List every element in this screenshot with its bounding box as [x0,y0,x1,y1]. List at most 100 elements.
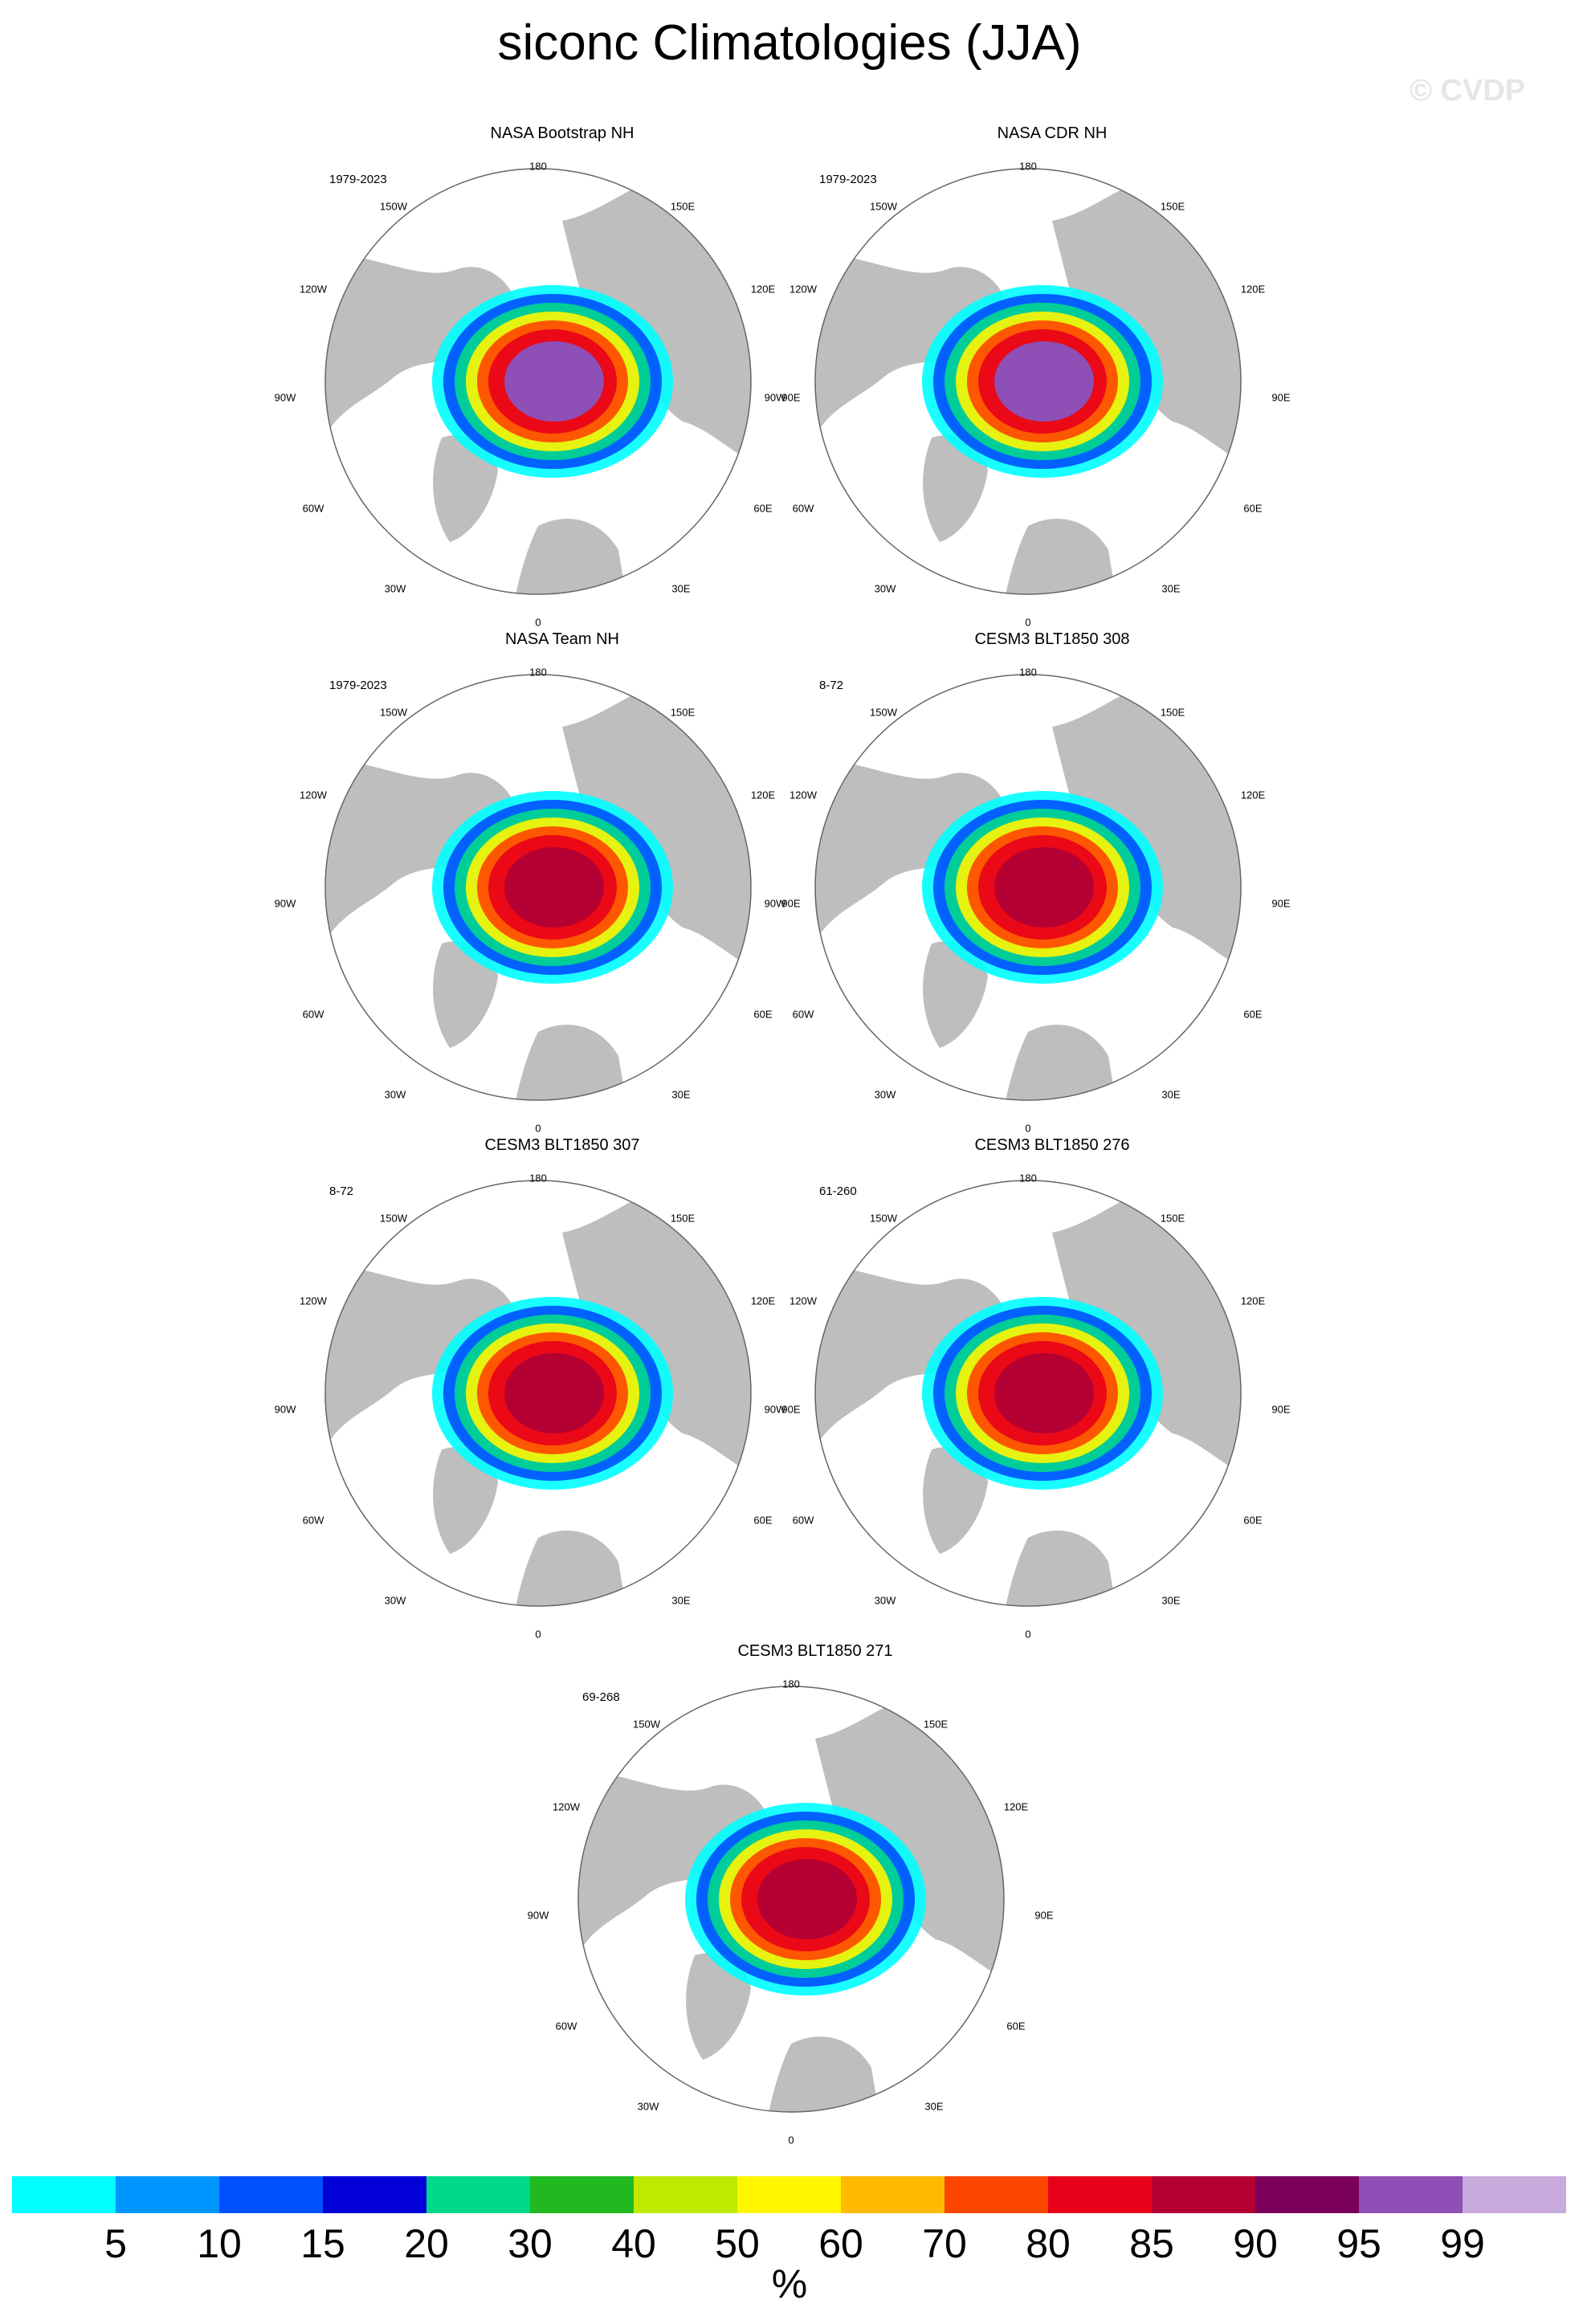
polar-map [324,168,752,595]
land-north-america [815,251,1004,454]
coordinate-label: 150W [633,1718,660,1731]
polar-map [814,168,1242,595]
coordinate-label: 30E [671,582,691,595]
map-panel: CESM3 BLT1850 307 8-72 180 150W 150E 120W 120E… [275,1136,803,1658]
coordinate-label: 30E [671,1594,691,1607]
coordinate-label: 120E [750,1295,776,1307]
map-panel: NASA Team NH 1979-2023 180 150W 150E 120W 120E… [275,630,803,1152]
coordinate-label: 120E [1240,283,1266,296]
map-border [814,1180,1242,1607]
map-border [324,674,752,1101]
coordinate-label: 120W [300,283,327,296]
panel-period: 1979-2023 [329,173,387,186]
coordinate-label: 90W [274,1403,296,1416]
map-border [577,1686,1005,2113]
polar-map [814,1180,1242,1607]
coordinate-label: 150W [870,706,897,719]
coordinate-label: 60W [302,502,324,515]
colorbar-cell [116,2176,219,2213]
coordinate-label: 150E [1160,706,1185,719]
land-europe [996,519,1124,594]
coordinate-label: 30W [874,1594,896,1607]
map-border [814,168,1242,595]
coordinate-label: 60E [1243,1514,1263,1527]
coordinate-label: 60E [753,1514,773,1527]
coordinate-label: 120E [1240,789,1266,801]
coordinate-label: 90E [1271,1403,1291,1416]
land-greenland [923,1446,988,1554]
coordinate-label: 180 [529,160,547,173]
colorbar-cell [1359,2176,1463,2213]
colorbar-cell [426,2176,530,2213]
coordinate-label: 60W [792,502,814,515]
coordinate-label: 0 [535,1122,541,1135]
coordinate-label: 90W [274,897,296,910]
colorbar-cell [634,2176,737,2213]
coordinate-label: 90E [781,1403,801,1416]
coordinate-label: 0 [1025,616,1031,629]
land-europe [506,1531,634,1606]
land-europe [996,1025,1124,1100]
land-greenland [433,940,498,1048]
land-north-america [325,1263,514,1466]
panel-period: 1979-2023 [819,173,877,186]
coordinate-label: 30E [1161,1088,1181,1101]
ice-core [994,847,1094,928]
coordinate-label: 150E [1160,1212,1185,1225]
coordinate-label: 90E [781,391,801,404]
coordinate-label: 0 [1025,1628,1031,1641]
coordinate-label: 90E [1034,1909,1054,1922]
panel-period: 69-268 [582,1690,620,1704]
land-greenland [433,1446,498,1554]
panel-title: CESM3 BLT1850 271 [737,1642,893,1660]
coordinate-label: 60E [753,1008,773,1021]
colorbar-tick: 40 [611,2221,656,2266]
coordinate-label: 150W [870,200,897,213]
coordinate-label: 90W [764,391,786,404]
coordinate-label: 0 [535,616,541,629]
panel-title: NASA Team NH [505,630,619,648]
coordinate-label: 30E [924,2100,944,2113]
panel-title: CESM3 BLT1850 276 [974,1136,1130,1154]
panel-period: 61-260 [819,1184,857,1198]
ice-core [757,1859,857,1939]
map-panel: CESM3 BLT1850 276 61-260 180 150W 150E 120W 12… [765,1136,1293,1658]
coordinate-label: 120W [553,1800,580,1813]
coordinate-label: 150E [670,1212,696,1225]
land-north-america [578,1769,767,1971]
land-north-america [325,251,514,454]
colorbar-cell [737,2176,841,2213]
panel-period: 8-72 [819,679,844,692]
land-greenland [686,1952,751,2060]
map-panel: NASA CDR NH 1979-2023 180 150W 150E 120W 120E 9… [765,124,1293,646]
coordinate-label: 180 [1019,160,1037,173]
colorbar-cell [530,2176,634,2213]
coordinate-label: 180 [529,1172,547,1184]
map-panel: NASA Bootstrap NH 1979-2023 180 150W 150E 120… [275,124,803,646]
colorbar-tick: 30 [508,2221,553,2266]
colorbar-cell [219,2176,323,2213]
coordinate-label: 30W [874,1088,896,1101]
panel-period: 1979-2023 [329,679,387,692]
coordinate-label: 120E [750,283,776,296]
colorbar-tick: 80 [1026,2221,1071,2266]
colorbar-tick: 10 [197,2221,242,2266]
colorbar [12,2176,1566,2213]
coordinate-label: 150E [670,200,696,213]
colorbar-tick: 50 [715,2221,760,2266]
land-europe [506,519,634,594]
coordinate-label: 30W [384,1088,406,1101]
colorbar-tick: 70 [922,2221,967,2266]
coordinate-label: 120E [1003,1800,1029,1813]
coordinate-label: 120W [300,789,327,801]
colorbar-tick: 85 [1129,2221,1174,2266]
land-north-america [815,1263,1004,1466]
coordinate-label: 180 [782,1678,800,1690]
coordinate-label: 60E [1243,1008,1263,1021]
coordinate-label: 120W [790,1295,817,1307]
coordinate-label: 30W [874,582,896,595]
coordinate-label: 150W [380,1212,407,1225]
polar-map [814,674,1242,1101]
colorbar-cell [841,2176,945,2213]
land-europe [759,2037,887,2112]
